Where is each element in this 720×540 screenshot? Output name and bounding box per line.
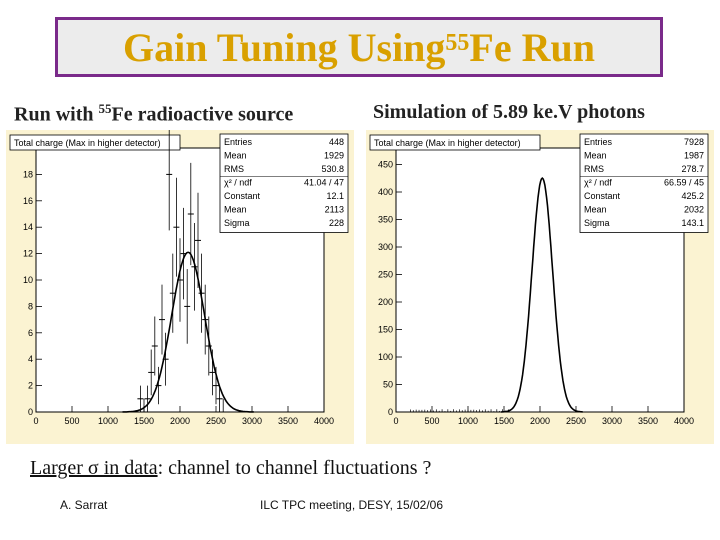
stats-value: 7928 bbox=[684, 137, 704, 147]
x-tick-label: 3000 bbox=[242, 416, 262, 426]
y-tick-label: 14 bbox=[23, 222, 33, 232]
stats-value: 448 bbox=[329, 137, 344, 147]
y-tick-label: 150 bbox=[378, 325, 393, 335]
y-tick-label: 2 bbox=[28, 381, 33, 391]
stats-box: Entries 448 Mean 1929 RMS 530.8 χ² / ndf 41.04 … bbox=[219, 133, 349, 233]
x-tick-label: 0 bbox=[33, 416, 38, 426]
x-tick-label: 3500 bbox=[278, 416, 298, 426]
subtitle-left-post: Fe radioactive source bbox=[111, 103, 294, 126]
gaussian-fit-curve bbox=[122, 251, 254, 413]
stats-key: Sigma bbox=[224, 218, 250, 228]
x-tick-label: 2000 bbox=[530, 416, 550, 426]
stats-value: 1929 bbox=[324, 151, 344, 161]
footer-meeting: ILC TPC meeting, DESY, 15/02/06 bbox=[260, 498, 443, 512]
stats-key: Mean bbox=[224, 205, 247, 215]
stats-key: Entries bbox=[224, 137, 253, 147]
subtitle-left-sup: 55 bbox=[98, 101, 112, 116]
x-tick-label: 3000 bbox=[602, 416, 622, 426]
x-tick-label: 2000 bbox=[170, 416, 190, 426]
x-tick-label: 4000 bbox=[674, 416, 694, 426]
y-tick-label: 8 bbox=[28, 301, 33, 311]
x-tick-label: 1500 bbox=[134, 416, 154, 426]
y-tick-label: 10 bbox=[23, 275, 33, 285]
stats-key: RMS bbox=[224, 164, 244, 174]
stats-value: 12.1 bbox=[326, 191, 344, 201]
y-tick-label: 100 bbox=[378, 352, 393, 362]
slide-title: Gain Tuning Using 55 Fe Run bbox=[55, 17, 663, 77]
y-tick-label: 0 bbox=[28, 407, 33, 417]
y-tick-label: 50 bbox=[383, 380, 393, 390]
x-tick-label: 3500 bbox=[638, 416, 658, 426]
stats-value: 2113 bbox=[325, 205, 344, 215]
stats-value: 530.8 bbox=[321, 164, 344, 174]
histogram-panel-data: Total charge (Max in higher detector) 0 50… bbox=[6, 130, 354, 444]
stats-value: 66.59 / 45 bbox=[664, 178, 704, 188]
caption-rest: : channel to channel fluctuations ? bbox=[157, 457, 432, 479]
y-tick-label: 450 bbox=[378, 160, 393, 170]
histogram-title-frame bbox=[369, 134, 541, 151]
x-tick-label: 4000 bbox=[314, 416, 334, 426]
title-sup: 55 bbox=[445, 29, 470, 56]
y-tick-label: 200 bbox=[378, 297, 393, 307]
stats-key: Mean bbox=[584, 205, 607, 215]
histogram-title-box: Total charge (Max in higher detector) bbox=[9, 134, 181, 151]
y-tick-label: 18 bbox=[23, 169, 33, 179]
caption-underlined: Larger σ in data bbox=[30, 457, 158, 479]
histogram-simulation-chart: Total charge (Max in higher detector) 0 50… bbox=[369, 133, 709, 426]
stats-value: 278.7 bbox=[681, 164, 704, 174]
histogram-title-frame bbox=[9, 134, 181, 151]
footer-author: A. Sarrat bbox=[60, 498, 108, 512]
x-tick-label: 1500 bbox=[494, 416, 514, 426]
stats-box-frame bbox=[579, 133, 709, 233]
stats-key: Mean bbox=[224, 151, 247, 161]
x-tick-label: 1000 bbox=[458, 416, 478, 426]
y-tick-label: 16 bbox=[23, 196, 33, 206]
stats-key: Sigma bbox=[584, 218, 610, 228]
histogram-data-chart: Total charge (Max in higher detector) 0 50… bbox=[9, 130, 349, 426]
gaussian-fit-curve bbox=[501, 176, 583, 413]
stats-key: χ² / ndf bbox=[224, 178, 252, 188]
stats-box: Entries 7928 Mean 1987 RMS 278.7 χ² / ndf 66.59… bbox=[579, 133, 709, 233]
stats-key: RMS bbox=[584, 164, 604, 174]
histogram-title: Total charge (Max in higher detector) bbox=[14, 138, 161, 148]
x-tick-label: 500 bbox=[424, 416, 439, 426]
stats-box-frame bbox=[219, 133, 349, 233]
stats-value: 1987 bbox=[684, 151, 704, 161]
histogram-title: Total charge (Max in higher detector) bbox=[374, 138, 521, 148]
histogram-panel-simulation: Total charge (Max in higher detector) 0 50… bbox=[366, 130, 714, 444]
stats-key: Entries bbox=[584, 137, 613, 147]
y-tick-label: 12 bbox=[23, 249, 33, 259]
title-pre: Gain Tuning Using bbox=[123, 24, 446, 70]
stats-key: χ² / ndf bbox=[584, 178, 612, 188]
stats-value: 2032 bbox=[684, 205, 704, 215]
x-tick-label: 2500 bbox=[566, 416, 586, 426]
subtitle-left-pre: Run with bbox=[14, 103, 99, 126]
stats-value: 143.1 bbox=[681, 218, 704, 228]
title-post: Fe Run bbox=[469, 24, 595, 70]
y-tick-label: 6 bbox=[28, 328, 33, 338]
caption: Larger σ in data: channel to channel flu… bbox=[30, 457, 431, 480]
y-tick-label: 300 bbox=[378, 242, 393, 252]
stats-value: 425.2 bbox=[681, 191, 704, 201]
stats-value: 41.04 / 47 bbox=[304, 178, 344, 188]
y-tick-label: 400 bbox=[378, 187, 393, 197]
stats-key: Constant bbox=[584, 191, 621, 201]
x-tick-label: 1000 bbox=[98, 416, 118, 426]
x-tick-label: 2500 bbox=[206, 416, 226, 426]
histogram-title-box: Total charge (Max in higher detector) bbox=[369, 134, 541, 151]
subtitle-left: Run with 55Fe radioactive source bbox=[14, 101, 293, 127]
stats-key: Mean bbox=[584, 151, 607, 161]
subtitle-right: Simulation of 5.89 ke.V photons bbox=[373, 101, 645, 123]
y-tick-label: 350 bbox=[378, 215, 393, 225]
y-tick-label: 4 bbox=[28, 354, 33, 364]
y-tick-label: 250 bbox=[378, 270, 393, 280]
stats-key: Constant bbox=[224, 191, 261, 201]
x-tick-label: 0 bbox=[393, 416, 398, 426]
stats-value: 228 bbox=[329, 218, 344, 228]
x-tick-label: 500 bbox=[64, 416, 79, 426]
y-tick-label: 0 bbox=[388, 407, 393, 417]
